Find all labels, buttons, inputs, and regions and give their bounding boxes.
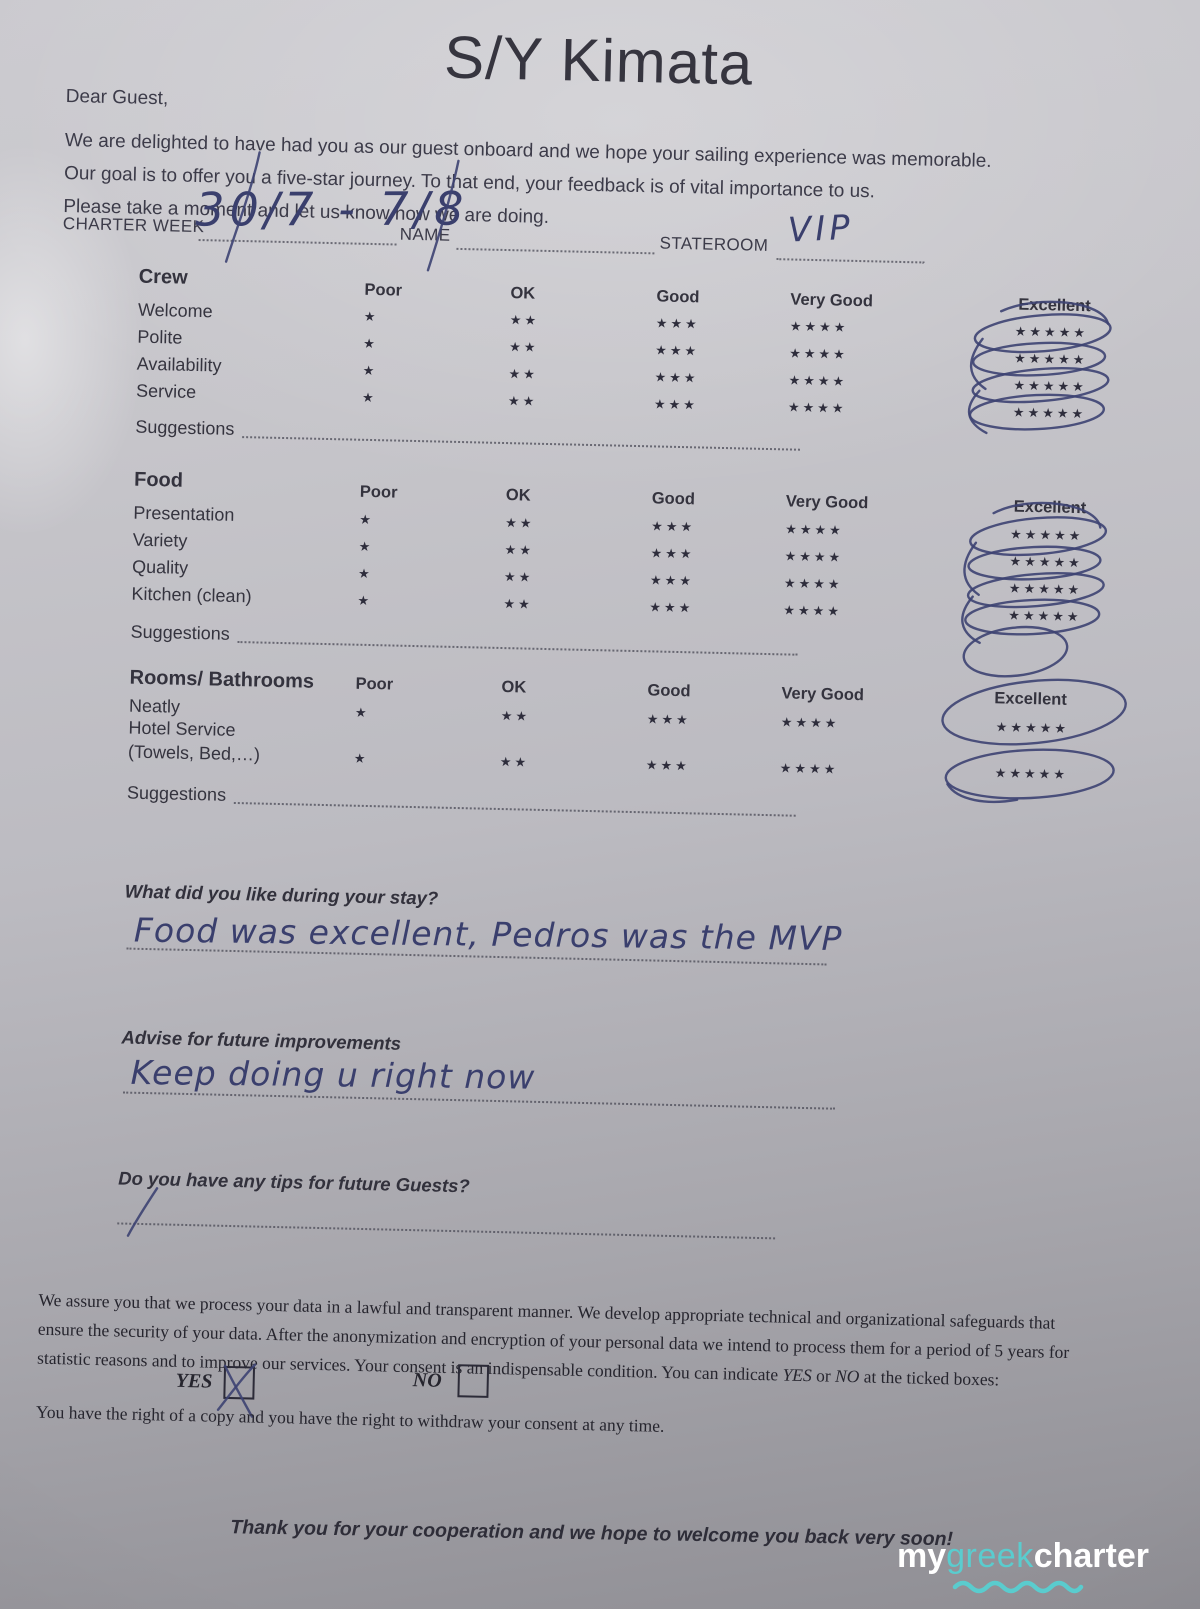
good-stars: ★★★ [649, 572, 695, 589]
poor-stars: ★ [362, 362, 378, 379]
ok-stars: ★★ [499, 753, 530, 770]
mygreekcharter-logo: mygreekcharter [897, 1537, 1149, 1594]
good-stars: ★★★ [651, 518, 696, 535]
row-label: Variety [132, 529, 188, 551]
good-stars: ★★★ [654, 369, 699, 386]
column-header-poor: Poor [359, 482, 398, 502]
column-header-good: Good [647, 681, 691, 701]
question-label: Do you have any tips for future Guests? [118, 1167, 470, 1197]
row-label: Availability [136, 353, 222, 376]
very-good-stars: ★★★★ [784, 548, 844, 565]
ok-stars: ★★ [508, 366, 539, 382]
privacy-yes-word: YES [782, 1364, 812, 1386]
suggestions-label: Suggestions [130, 621, 230, 644]
column-header-very-good: Very Good [790, 290, 874, 311]
rights-line: You have the right of a copy and you hav… [35, 1401, 665, 1436]
privacy-line-end: at the ticked boxes: [859, 1366, 1000, 1390]
poor-stars: ★ [357, 565, 373, 582]
poor-stars: ★ [357, 592, 373, 609]
ok-stars: ★★ [507, 393, 538, 409]
row-label: Polite [137, 326, 183, 348]
column-header-good: Good [651, 489, 696, 509]
consent-yes-label: YES [175, 1369, 213, 1393]
ok-stars: ★★ [504, 542, 535, 558]
suggestions-line [237, 641, 798, 656]
thanks-line: Thank you for your cooperation and we ho… [230, 1516, 954, 1551]
poor-stars: ★ [361, 389, 377, 406]
suggestions-line [233, 801, 796, 817]
poor-stars: ★ [359, 511, 375, 528]
column-header-ok: OK [501, 678, 527, 697]
poor-stars: ★ [363, 335, 379, 352]
row-label: Presentation [133, 502, 235, 525]
very-good-stars: ★★★★ [785, 521, 844, 538]
column-header-very-good: Very Good [781, 684, 865, 705]
very-good-stars: ★★★★ [783, 602, 843, 619]
logo-greek: greek [946, 1537, 1034, 1575]
consent-no-label: NO [412, 1369, 442, 1392]
ok-stars: ★★ [509, 312, 540, 328]
pen-circle-annotation [967, 300, 1112, 435]
logo-charter: charter [1033, 1537, 1149, 1575]
very-good-stars: ★★★★ [780, 714, 840, 731]
answer-line [117, 1222, 776, 1240]
suggestions-line [242, 436, 801, 451]
ok-stars: ★★ [500, 708, 531, 724]
poor-stars: ★ [354, 704, 370, 721]
ok-stars: ★★ [509, 339, 539, 355]
wave-icon [952, 1580, 1084, 1594]
good-stars: ★★★ [650, 545, 695, 562]
poor-stars: ★ [358, 538, 374, 555]
good-stars: ★★★ [655, 342, 700, 359]
question-label: Advise for future improvements [121, 1026, 402, 1054]
row-label: Quality [131, 556, 189, 578]
very-good-stars: ★★★★ [787, 399, 847, 416]
column-header-very-good: Very Good [785, 492, 869, 513]
row-label: (Towels, Bed,…) [127, 741, 261, 765]
good-stars: ★★★ [646, 711, 691, 728]
very-good-stars: ★★★★ [789, 318, 849, 335]
ok-stars: ★★ [505, 515, 535, 531]
row-label: Kitchen (clean) [131, 583, 252, 607]
ok-stars: ★★ [503, 569, 534, 585]
suggestions-label: Suggestions [126, 782, 227, 805]
good-stars: ★★★ [653, 396, 699, 413]
poor-stars: ★ [353, 750, 369, 767]
suggestions-label: Suggestions [135, 416, 235, 439]
date-slash-strokes [224, 151, 460, 272]
column-header-good: Good [656, 287, 700, 307]
good-stars: ★★★ [649, 599, 694, 616]
consent-no-checkbox [457, 1364, 490, 1398]
question-label: What did you like during your stay? [124, 880, 439, 909]
privacy-no-word: NO [834, 1365, 860, 1387]
pen-circle-annotation [961, 501, 1108, 678]
very-good-stars: ★★★★ [788, 372, 848, 389]
row-label: Neatly [128, 695, 181, 717]
column-header-poor: Poor [364, 280, 403, 300]
ok-stars: ★★ [503, 596, 533, 612]
pen-circle-annotation [941, 678, 1127, 803]
good-stars: ★★★ [645, 757, 690, 774]
very-good-stars: ★★★★ [779, 760, 839, 777]
privacy-or-word: or [811, 1365, 836, 1386]
very-good-stars: ★★★★ [783, 575, 843, 592]
column-header-ok: OK [510, 284, 536, 303]
row-label: Welcome [137, 299, 213, 322]
handwritten-x-mark [216, 1363, 257, 1418]
column-header-poor: Poor [355, 674, 394, 694]
logo-my: my [897, 1537, 947, 1575]
good-stars: ★★★ [655, 315, 700, 332]
row-label: Service [135, 380, 197, 403]
row-label: Hotel Service [128, 717, 236, 740]
poor-stars: ★ [363, 308, 379, 325]
column-header-ok: OK [505, 486, 531, 505]
very-good-stars: ★★★★ [789, 345, 848, 362]
pen-slash-stroke [126, 1187, 159, 1237]
question-answer: Keep doing u right now [130, 1052, 536, 1097]
